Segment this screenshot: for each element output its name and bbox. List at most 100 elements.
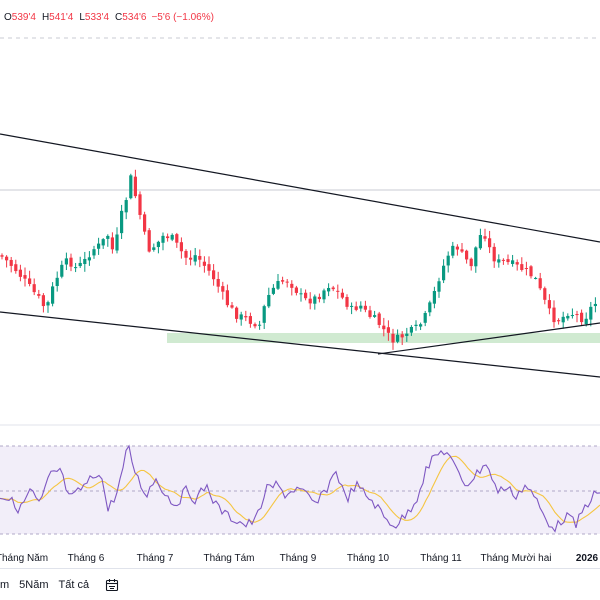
candle-body (350, 305, 354, 307)
support-zone[interactable] (167, 333, 600, 343)
candle-body (74, 267, 78, 269)
range-button-1y[interactable]: m (0, 578, 10, 591)
candle-body (267, 294, 271, 307)
candle-body (175, 234, 179, 243)
candle-body (294, 287, 298, 293)
candle-body (216, 278, 220, 287)
candle-body (248, 316, 252, 324)
candle-body (501, 259, 505, 261)
candle-body (106, 235, 110, 239)
x-label-december: Tháng Mười hai (480, 553, 551, 564)
candle-body (442, 265, 446, 281)
candle-body (437, 281, 441, 292)
candle-body (584, 318, 588, 325)
calendar-icon[interactable] (105, 578, 119, 592)
candle-body (184, 250, 188, 258)
candle-body (543, 288, 547, 300)
range-button-all[interactable]: Tất cả (58, 578, 90, 591)
candle-body (354, 306, 358, 310)
upper-trendline[interactable] (0, 133, 600, 243)
x-label-july: Tháng 7 (137, 553, 174, 564)
candle-body (552, 307, 556, 323)
candle-body (299, 293, 303, 295)
candle-body (377, 313, 381, 325)
candle-body (193, 255, 197, 262)
candle-body (520, 264, 524, 270)
candle-body (451, 245, 455, 256)
change-value: −5'6 (−1.06%) (151, 11, 214, 23)
x-label-june: Tháng 6 (68, 553, 105, 564)
candle-body (110, 237, 114, 250)
candle-body (322, 290, 326, 300)
candle-body (166, 236, 170, 239)
candle-body (170, 234, 174, 240)
candle-body (230, 305, 234, 308)
candle-body (5, 256, 9, 261)
candle-body (474, 247, 478, 267)
candle-body (23, 275, 27, 279)
x-label-september: Tháng 9 (280, 553, 317, 564)
price-chart[interactable]: Tháng Năm Tháng 6 Tháng 7 Tháng Tám Thán… (0, 0, 600, 568)
candle-body (363, 305, 367, 310)
candle-body (179, 242, 183, 252)
close-label: C (115, 11, 123, 23)
candle-body (391, 333, 395, 343)
candle-body (405, 333, 409, 336)
candle-body (244, 316, 248, 318)
candle-body (0, 255, 4, 257)
candle-body (428, 302, 432, 313)
candle-body (382, 325, 386, 330)
candle-body (386, 327, 390, 333)
candle-body (400, 334, 404, 338)
candle-body (87, 257, 91, 261)
candle-body (212, 270, 216, 280)
candle-body (575, 314, 579, 316)
candle-body (359, 305, 363, 309)
candle-body (9, 259, 13, 266)
candle-body (566, 315, 570, 319)
rising-trendline[interactable] (377, 322, 600, 355)
candle-body (469, 258, 473, 267)
candle-body (580, 312, 584, 323)
candle-body (345, 296, 349, 307)
candle-body (547, 300, 551, 309)
candle-body (340, 292, 344, 298)
low-label: L (79, 11, 85, 23)
candle-body (276, 281, 280, 289)
candle-body (534, 277, 538, 279)
candle-body (60, 264, 64, 277)
candle-body (189, 257, 193, 260)
candle-body (327, 287, 331, 292)
lower-trendline[interactable] (0, 311, 600, 378)
candle-body (368, 310, 372, 317)
low-value: 533'4 (84, 11, 110, 23)
candle-body (46, 302, 50, 306)
rsi-line (0, 444, 600, 533)
x-label-august: Tháng Tám (204, 553, 255, 564)
candle-body (336, 290, 340, 292)
candle-body (373, 315, 377, 317)
candle-body (570, 315, 574, 317)
range-button-5y[interactable]: 5Năm (19, 578, 49, 591)
candle-body (419, 324, 423, 327)
candle-body (423, 312, 427, 323)
open-value: 539'4 (11, 11, 36, 23)
candle-body (271, 287, 275, 294)
open-label: O (4, 11, 12, 23)
candle-body (281, 280, 285, 282)
candle-body (432, 290, 436, 304)
candle-body (589, 306, 593, 320)
candle-body (557, 320, 561, 322)
candle-body (156, 241, 160, 248)
candle-body (138, 194, 142, 215)
candle-body (239, 314, 243, 320)
candle-body (143, 214, 147, 232)
candle-body (28, 278, 32, 284)
x-label-november: Tháng 11 (420, 553, 462, 564)
candle-body (253, 324, 257, 327)
candle-body (290, 283, 294, 288)
candle-body (538, 278, 542, 289)
candle-body (55, 277, 59, 287)
candle-body (64, 258, 68, 265)
close-value: 534'6 (122, 11, 147, 23)
